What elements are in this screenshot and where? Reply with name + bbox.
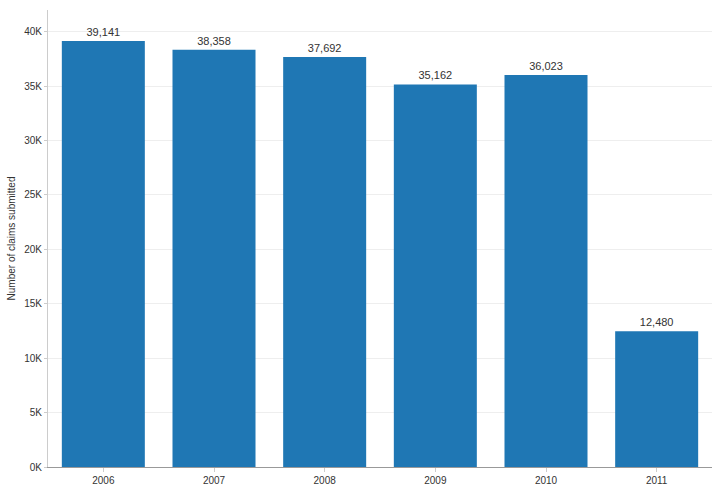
- svg-text:39,141: 39,141: [87, 26, 121, 38]
- svg-text:2008: 2008: [314, 475, 337, 486]
- svg-text:15K: 15K: [24, 298, 42, 309]
- svg-text:36,023: 36,023: [529, 60, 563, 72]
- svg-text:Number of claims submitted: Number of claims submitted: [6, 177, 17, 301]
- svg-text:35,162: 35,162: [419, 69, 453, 81]
- svg-text:2010: 2010: [535, 475, 558, 486]
- svg-text:10K: 10K: [24, 353, 42, 364]
- svg-text:40K: 40K: [24, 26, 42, 37]
- svg-text:2007: 2007: [203, 475, 226, 486]
- svg-text:35K: 35K: [24, 81, 42, 92]
- svg-text:37,692: 37,692: [308, 42, 342, 54]
- svg-text:12,480: 12,480: [640, 316, 674, 328]
- svg-text:2006: 2006: [92, 475, 115, 486]
- svg-text:2009: 2009: [424, 475, 447, 486]
- svg-text:30K: 30K: [24, 135, 42, 146]
- svg-text:5K: 5K: [30, 407, 43, 418]
- svg-text:38,358: 38,358: [197, 35, 231, 47]
- svg-text:20K: 20K: [24, 244, 42, 255]
- svg-text:0K: 0K: [30, 462, 43, 473]
- svg-text:25K: 25K: [24, 189, 42, 200]
- svg-text:2011: 2011: [646, 475, 668, 486]
